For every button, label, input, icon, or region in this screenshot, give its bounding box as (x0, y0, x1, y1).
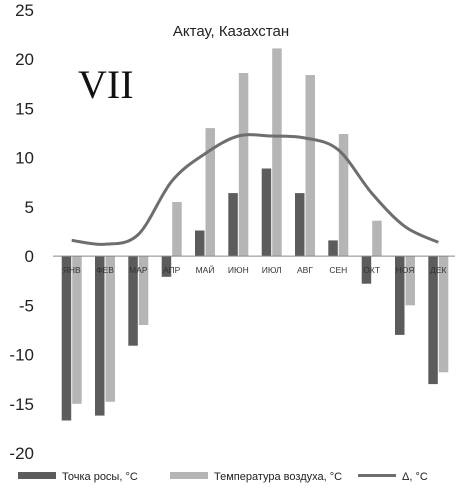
bar-air-temperature-4 (205, 128, 215, 257)
category-label: ОКТ (363, 265, 380, 275)
legend-air-temperature-swatch (170, 472, 208, 479)
category-label: НОЯ (396, 265, 415, 275)
line-series (71, 133, 439, 246)
bar-air-temperature-7 (305, 75, 315, 257)
category-label: АПР (163, 265, 181, 275)
y-tick-label: -10 (9, 346, 34, 365)
bar-air-temperature-6 (272, 48, 282, 257)
category-label: ИЮЛ (262, 265, 282, 275)
y-tick-label: 10 (15, 149, 34, 168)
category-labels: ЯНВ ФЕВ МАР АПР МАЙ ИЮН ИЮЛ АВГ СЕН ОКТ НОЯ ДЕК (63, 264, 447, 275)
y-tick-label: -15 (9, 395, 34, 414)
y-tick-label: 15 (15, 99, 34, 118)
line-delta (71, 133, 439, 246)
legend-dew-point-label: Точка росы, °С (62, 471, 138, 483)
y-tick-label: 5 (25, 198, 34, 217)
y-tick-label: -5 (19, 296, 34, 315)
y-tick-label: -20 (9, 444, 34, 463)
bar-air-temperature-2 (138, 256, 149, 325)
y-tick-label: 20 (15, 50, 34, 69)
legend-delta-label: Δ, °С (402, 471, 428, 483)
bar-dew-point-3 (161, 256, 172, 277)
chart-title: Актау, Казахстан (173, 23, 289, 40)
bar-dew-point-7 (295, 193, 305, 257)
category-label: ФЕВ (96, 265, 114, 275)
category-label: МАР (129, 265, 148, 275)
bars (61, 48, 449, 421)
bar-air-temperature-1 (105, 256, 115, 402)
category-label: АВГ (297, 265, 313, 275)
category-label: ЯНВ (63, 265, 81, 275)
bar-air-temperature-11 (438, 256, 449, 373)
bar-dew-point-10 (395, 256, 405, 335)
bar-dew-point-5 (228, 193, 238, 257)
bar-air-temperature-5 (238, 73, 249, 257)
category-label: МАЙ (196, 264, 215, 275)
panel-label: VII (78, 62, 134, 107)
y-axis: -20 -15 -10 -5 0 5 10 15 20 25 (9, 1, 34, 463)
bar-air-temperature-0 (72, 256, 82, 404)
bar-dew-point-11 (428, 256, 438, 385)
bar-dew-point-0 (61, 256, 72, 421)
legend-dew-point-swatch (18, 472, 56, 479)
legend: Точка росы, °С Температура воздуха, °С Δ, … (18, 471, 428, 483)
bar-air-temperature-8 (338, 134, 349, 257)
bar-dew-point-6 (261, 168, 272, 257)
bar-dew-point-4 (195, 230, 205, 257)
bar-dew-point-9 (361, 256, 372, 284)
bar-air-temperature-10 (405, 256, 415, 306)
category-label: ДЕК (430, 265, 446, 275)
bar-dew-point-1 (95, 256, 105, 416)
bar-dew-point-2 (128, 256, 138, 346)
bar-air-temperature-3 (172, 202, 182, 257)
bar-air-temperature-9 (372, 220, 382, 257)
legend-air-temperature-label: Температура воздуха, °С (214, 471, 342, 483)
bar-dew-point-8 (328, 240, 338, 257)
category-label: СЕН (329, 265, 347, 275)
y-tick-label: 25 (15, 1, 34, 20)
category-label: ИЮН (228, 265, 249, 275)
y-tick-label: 0 (25, 247, 34, 266)
